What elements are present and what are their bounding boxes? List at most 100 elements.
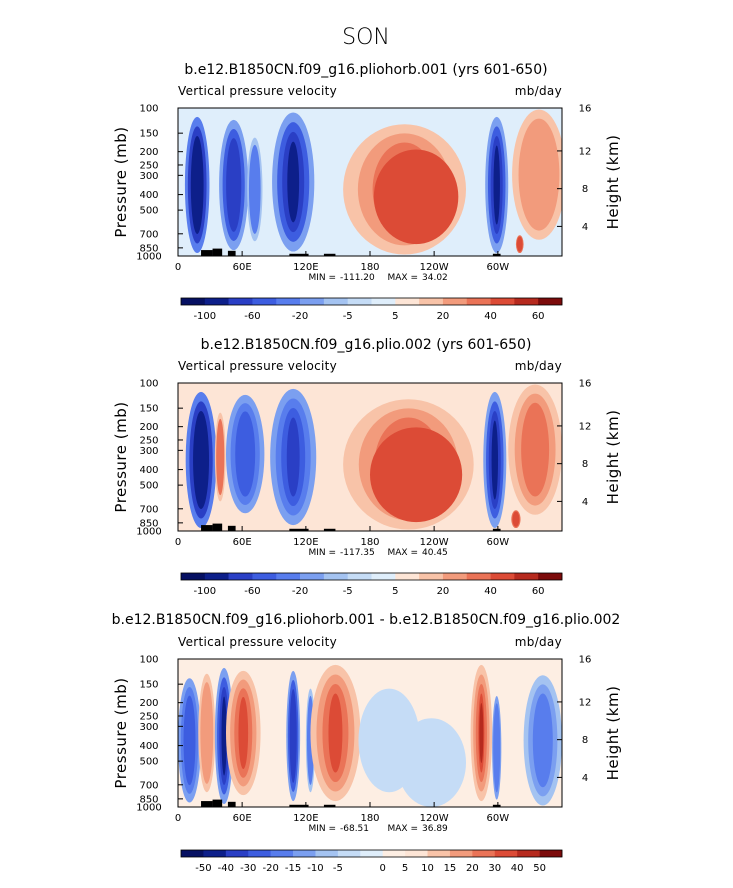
colorbar-label: -50 — [195, 863, 211, 874]
contour-field — [178, 383, 562, 531]
panel-field-label: Vertical pressure velocity — [178, 84, 337, 98]
y-axis-right-label: Height (km) — [604, 410, 622, 505]
pressure-tick-label: 400 — [139, 465, 158, 476]
panel-units: mb/day — [515, 359, 562, 373]
colorbar-frame — [180, 849, 563, 858]
colorbar-swatch — [539, 850, 563, 857]
pressure-tick-label: 500 — [139, 206, 158, 217]
pressure-tick-label: 700 — [139, 780, 158, 791]
pressure-tick-label: 300 — [139, 171, 158, 182]
contour-region — [521, 402, 550, 497]
height-tick-label: 4 — [582, 773, 588, 784]
contour-region — [370, 427, 463, 523]
max-label: MAX = — [388, 273, 419, 283]
longitude-tick-label: 60W — [487, 262, 510, 273]
pressure-tick-label: 100 — [139, 655, 158, 666]
colorbar-label: -60 — [244, 311, 260, 322]
terrain-mask — [323, 528, 336, 531]
terrain-mask — [323, 253, 336, 256]
colorbar-label: 40 — [484, 586, 497, 597]
panel-field-label: Vertical pressure velocity — [178, 635, 337, 649]
colorbar-label: 40 — [484, 311, 497, 322]
colorbar-swatch — [347, 298, 372, 305]
pressure-tick-label: 200 — [139, 147, 158, 158]
colorbar-swatch — [395, 298, 420, 305]
longitude-tick-label: 60W — [487, 537, 510, 548]
colorbar-swatch — [315, 850, 339, 857]
colorbar-swatch — [248, 850, 271, 857]
colorbar-label: 60 — [532, 311, 545, 322]
colorbar-label: 0 — [380, 863, 386, 874]
terrain-mask — [227, 801, 236, 807]
y-axis-right-label: Height (km) — [604, 135, 622, 230]
contour-region — [396, 718, 466, 807]
colorbar-swatch — [371, 573, 396, 580]
colorbar-swatch — [490, 573, 515, 580]
pressure-tick-label: 500 — [139, 757, 158, 768]
terrain-mask — [201, 250, 213, 256]
colorbar-swatch — [442, 298, 468, 305]
longitude-tick-label: 120W — [420, 262, 449, 273]
contour-region — [193, 410, 210, 509]
colorbar-swatch — [466, 573, 491, 580]
colorbar-label: 40 — [511, 863, 524, 874]
pressure-tick-label: 250 — [139, 160, 158, 171]
max-label: MAX = — [388, 824, 419, 834]
min-value: -111.20 — [340, 273, 375, 283]
colorbar-swatch — [538, 298, 563, 305]
colorbar-swatch — [276, 573, 301, 580]
pressure-tick-label: 250 — [139, 711, 158, 722]
colorbar-swatch — [252, 298, 277, 305]
contour-field — [178, 659, 562, 807]
contour-region — [491, 420, 499, 500]
colorbar-label: 5 — [392, 311, 398, 322]
y-axis-right-label: Height (km) — [604, 686, 622, 781]
colorbar-swatch — [427, 850, 451, 857]
longitude-tick-label: 60E — [233, 262, 252, 273]
colorbar-label: 60 — [532, 586, 545, 597]
contour-region — [516, 236, 523, 252]
min-label: MIN = — [308, 824, 336, 834]
terrain-mask — [201, 525, 213, 531]
colorbar-label: -20 — [262, 863, 278, 874]
colorbar-swatch — [538, 573, 563, 580]
pressure-tick-label: 850 — [139, 794, 158, 805]
colorbar-swatch — [494, 850, 518, 857]
contour-region — [373, 149, 459, 245]
colorbar-swatch — [442, 573, 468, 580]
contour-region — [289, 689, 297, 783]
colorbar-label: 20 — [437, 586, 450, 597]
colorbar-swatch — [270, 850, 294, 857]
colorbar-frame — [180, 572, 563, 581]
pressure-tick-label: 700 — [139, 504, 158, 515]
pressure-tick-label: 200 — [139, 422, 158, 433]
y-axis-label: Pressure (mb) — [112, 677, 130, 788]
height-tick-label: 16 — [579, 379, 592, 390]
pressure-tick-label: 500 — [139, 481, 158, 492]
pressure-tick-label: 150 — [139, 680, 158, 691]
colorbar-swatch — [203, 850, 227, 857]
pressure-tick-label: 400 — [139, 190, 158, 201]
colorbar-swatch — [228, 298, 253, 305]
colorbar-swatch — [371, 298, 396, 305]
colorbar-label: -60 — [244, 586, 260, 597]
panel-title: b.e12.B1850CN.f09_g16.plio.002 (yrs 601-… — [201, 337, 532, 353]
pressure-tick-label: 850 — [139, 518, 158, 529]
figure-title: SON — [342, 25, 390, 50]
colorbar-swatch — [466, 298, 491, 305]
colorbar-label: -20 — [292, 586, 308, 597]
contour-region — [518, 118, 560, 231]
terrain-mask — [492, 253, 501, 256]
panel-units: mb/day — [515, 635, 562, 649]
colorbar-label: -5 — [333, 863, 343, 874]
height-tick-label: 12 — [579, 697, 592, 708]
colorbar-swatch — [225, 850, 249, 857]
terrain-mask — [289, 528, 309, 531]
panel-field-label: Vertical pressure velocity — [178, 359, 337, 373]
terrain-mask — [212, 523, 223, 531]
colorbar-swatch — [514, 573, 539, 580]
colorbar-swatch — [181, 850, 204, 857]
colorbar-swatch — [181, 573, 206, 580]
max-value: 40.45 — [422, 548, 448, 558]
contour-region — [286, 417, 300, 497]
